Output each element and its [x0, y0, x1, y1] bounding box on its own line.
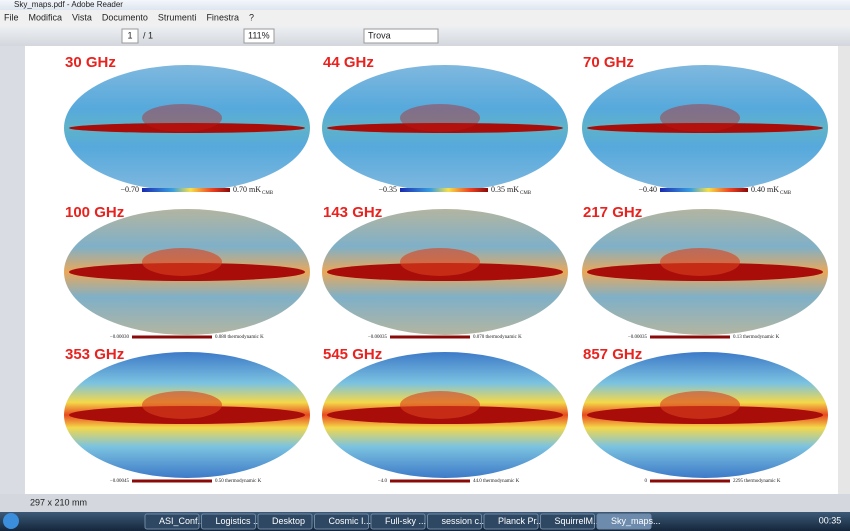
- taskbar-label[interactable]: Planck Pr...: [498, 516, 544, 526]
- colorbar-max: 0.50 thermodynamic K: [215, 479, 262, 484]
- menu-bar: [0, 10, 850, 26]
- side-panel: [0, 46, 25, 494]
- taskbar-button[interactable]: [144, 513, 200, 530]
- colorbar-min: −0.00035: [368, 335, 388, 340]
- galactic-emission: [660, 391, 740, 419]
- colorbar: [400, 188, 488, 192]
- taskbar-button[interactable]: [540, 513, 595, 530]
- frequency-label: 857 GHz: [583, 346, 642, 363]
- search-placeholder[interactable]: Trova: [368, 30, 391, 40]
- colorbar: [660, 188, 748, 192]
- taskbar-button[interactable]: [314, 513, 369, 530]
- colorbar-unit: CMB: [780, 191, 792, 196]
- colorbar-unit: CMB: [262, 191, 274, 196]
- zoom-value[interactable]: 111%: [248, 30, 270, 40]
- colorbar: [132, 479, 212, 483]
- colorbar-min: −0.00045: [110, 479, 130, 484]
- scrollbar[interactable]: [838, 46, 850, 494]
- menu-item[interactable]: Documento: [102, 12, 148, 22]
- taskbar-button[interactable]: [427, 513, 482, 530]
- frequency-label: 217 GHz: [583, 204, 642, 221]
- colorbar-min: −0.35: [378, 185, 397, 194]
- colorbar: [132, 335, 212, 339]
- taskbar-label[interactable]: Desktop: [272, 516, 305, 526]
- menu-item[interactable]: Modifica: [29, 12, 63, 22]
- menu-item[interactable]: File: [4, 12, 19, 22]
- galactic-emission: [400, 248, 480, 276]
- colorbar-max: 2295 thermodynamic K: [733, 479, 781, 484]
- colorbar-max: 0.080 thermodynamic K: [215, 335, 264, 340]
- taskbar-label[interactable]: Cosmic I...: [329, 516, 372, 526]
- frequency-label: 143 GHz: [323, 204, 382, 221]
- menu-item[interactable]: Vista: [72, 12, 92, 22]
- galactic-emission: [142, 248, 222, 276]
- colorbar-max: 0.13 thermodynamic K: [733, 335, 780, 340]
- taskbar-label[interactable]: Logistics ...: [216, 516, 261, 526]
- galactic-emission: [660, 248, 740, 276]
- taskbar-label[interactable]: SquirrelM...: [555, 516, 601, 526]
- frequency-label: 100 GHz: [65, 204, 124, 221]
- colorbar-min: −0.00035: [628, 335, 648, 340]
- colorbar-min: −0.40: [638, 185, 657, 194]
- galactic-plane: [69, 123, 305, 133]
- taskbar-button[interactable]: [596, 513, 652, 530]
- galactic-emission: [660, 104, 740, 132]
- frequency-label: 44 GHz: [323, 54, 374, 71]
- page-field[interactable]: [121, 28, 139, 44]
- taskbar-button[interactable]: [201, 513, 256, 530]
- galactic-emission: [142, 104, 222, 132]
- frequency-label: 70 GHz: [583, 54, 634, 71]
- colorbar-max: 0.70 mK: [233, 185, 261, 194]
- colorbar-max: 0.35 mK: [491, 185, 519, 194]
- colorbar-max: 44.0 thermodynamic K: [473, 479, 520, 484]
- menu-item[interactable]: Strumenti: [158, 12, 197, 22]
- window-title: Sky_maps.pdf - Adobe Reader: [14, 0, 123, 9]
- frequency-label: 353 GHz: [65, 346, 124, 363]
- colorbar-min: −0.00030: [110, 335, 130, 340]
- colorbar-min: −0.70: [120, 185, 139, 194]
- galactic-emission: [142, 391, 222, 419]
- colorbar: [650, 479, 730, 483]
- galactic-plane: [327, 123, 563, 133]
- search-field[interactable]: [363, 28, 439, 44]
- galactic-emission: [400, 104, 480, 132]
- page-total: / 1: [143, 30, 153, 40]
- taskbar-button[interactable]: [257, 513, 313, 530]
- frequency-label: 30 GHz: [65, 54, 116, 71]
- status-bar: [0, 494, 850, 512]
- taskbar-button[interactable]: [370, 513, 426, 530]
- galactic-plane: [587, 123, 823, 133]
- taskbar-label[interactable]: Sky_maps...: [611, 516, 661, 526]
- page-number[interactable]: 1: [127, 30, 132, 40]
- taskbar-label[interactable]: Full-sky ...: [385, 516, 426, 526]
- galactic-emission: [400, 391, 480, 419]
- start-button[interactable]: [3, 513, 19, 529]
- taskbar-label[interactable]: ASI_Conf...: [159, 516, 205, 526]
- colorbar: [142, 188, 230, 192]
- taskbar-label[interactable]: session c...: [442, 516, 487, 526]
- colorbar: [650, 335, 730, 339]
- colorbar: [390, 335, 470, 339]
- colorbar: [390, 479, 470, 483]
- title-bar: [0, 0, 850, 10]
- menu-item[interactable]: Finestra: [206, 12, 239, 22]
- colorbar-max: 0.070 thermodynamic K: [473, 335, 522, 340]
- page-size: 297 x 210 mm: [30, 497, 87, 507]
- zoom-field[interactable]: [243, 28, 275, 44]
- taskbar-button[interactable]: [483, 513, 539, 530]
- colorbar-max: 0.40 mK: [751, 185, 779, 194]
- colorbar-min: −4.0: [378, 479, 388, 484]
- colorbar-unit: CMB: [520, 191, 532, 196]
- clock: 00:35: [819, 515, 842, 525]
- frequency-label: 545 GHz: [323, 346, 382, 363]
- colorbar-min: 0: [645, 479, 648, 484]
- menu-item[interactable]: ?: [249, 12, 254, 22]
